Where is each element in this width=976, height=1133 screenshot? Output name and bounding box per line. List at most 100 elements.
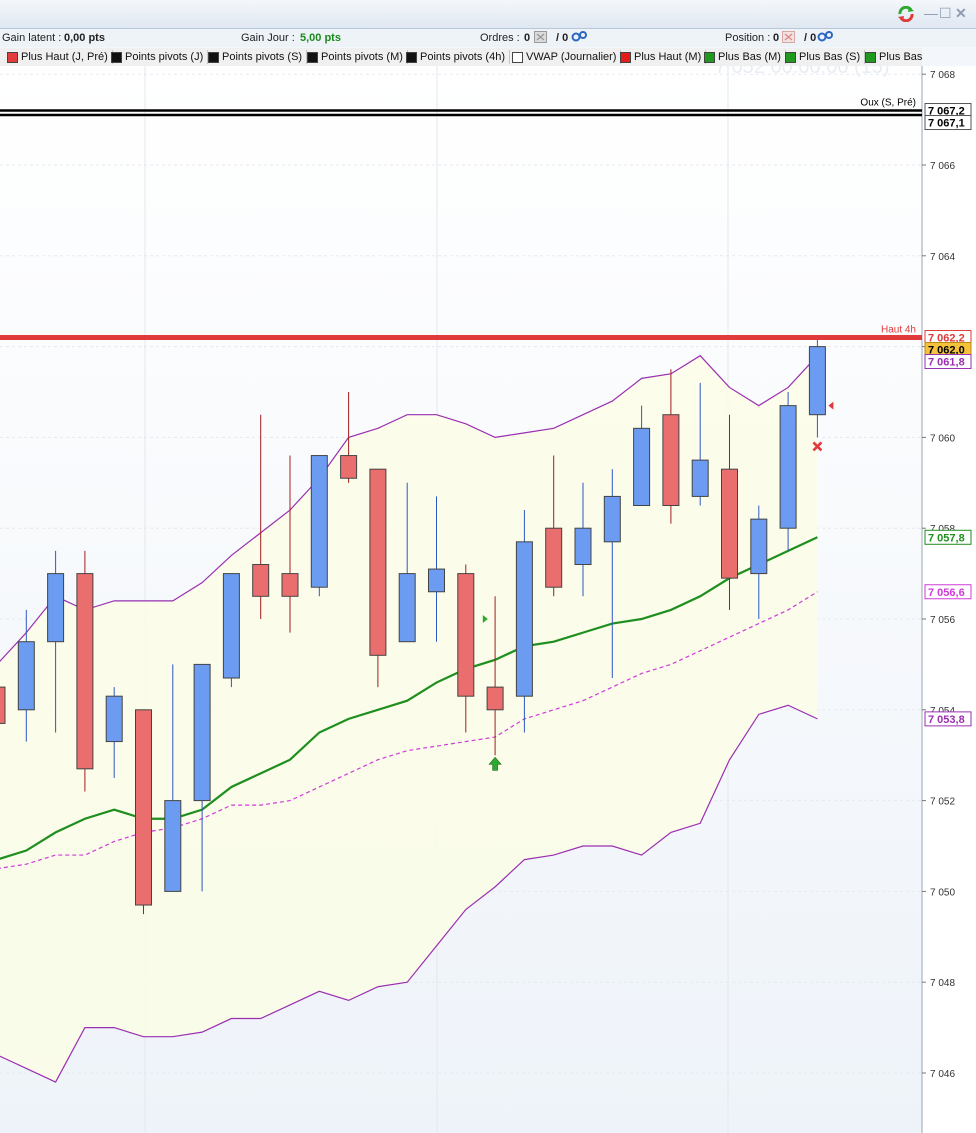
legend-label: Plus Haut (M) bbox=[634, 51, 702, 63]
price-tag-text: 7 062,0 bbox=[928, 345, 965, 357]
y-tick-label: 7 050 bbox=[930, 887, 955, 898]
legend-swatch bbox=[208, 51, 219, 63]
candle-body bbox=[691, 459, 709, 497]
right-arrow-icon bbox=[482, 615, 488, 623]
candle-body bbox=[252, 564, 270, 597]
window-titlebar: — ☐ ✕ bbox=[0, 0, 976, 29]
legend-item[interactable]: Plus Bas bbox=[862, 50, 922, 64]
indicator-legend: Plus Haut (J, Pré) Points pivots (J) Point… bbox=[0, 48, 922, 67]
left-arrow-icon bbox=[828, 401, 834, 410]
gain-latent-value: 0,00 pts bbox=[64, 32, 105, 44]
price-tag: 7 067,2 bbox=[924, 103, 972, 119]
legend-swatch bbox=[785, 51, 796, 63]
price-tag: 7 056,6 bbox=[924, 584, 972, 600]
legend-item[interactable]: Points pivots (4h) bbox=[403, 50, 510, 64]
legend-label: Plus Bas (S) bbox=[799, 51, 861, 63]
y-tick-label: 7 054 bbox=[930, 706, 955, 717]
legend-label: Points pivots (S) bbox=[222, 51, 303, 63]
close-icon[interactable]: ✕ bbox=[955, 5, 967, 21]
candle-body bbox=[398, 573, 416, 643]
legend-label: Points pivots (4h) bbox=[420, 51, 505, 63]
position-total: / 0 bbox=[804, 32, 817, 44]
candle-body bbox=[17, 641, 35, 711]
price-tag-box bbox=[924, 584, 972, 600]
y-axis-background bbox=[922, 66, 976, 1133]
price-tag-box bbox=[924, 115, 972, 131]
candle-body bbox=[515, 541, 533, 697]
close-position-icon[interactable] bbox=[782, 31, 795, 46]
candle-body bbox=[76, 573, 94, 770]
legend-swatch bbox=[111, 51, 122, 63]
legend-label: Plus Haut (J, Pré) bbox=[21, 51, 108, 63]
y-tick-label: 7 056 bbox=[930, 615, 955, 626]
cancel-orders-icon[interactable] bbox=[534, 31, 547, 46]
candle-body bbox=[574, 527, 592, 566]
legend-label: VWAP (Journalier) bbox=[526, 51, 617, 63]
moving-average-dashed-line bbox=[0, 591, 818, 869]
price-tag-text: 7 067,2 bbox=[928, 106, 965, 118]
upper-band-line bbox=[0, 354, 818, 663]
candle-body bbox=[603, 495, 621, 543]
candle-body bbox=[369, 468, 387, 656]
candle-body bbox=[808, 346, 826, 416]
y-tick-label: 7 066 bbox=[930, 161, 955, 172]
y-tick-label: 7 048 bbox=[930, 978, 955, 989]
price-tag-text: 7 056,6 bbox=[928, 587, 965, 599]
candle-body bbox=[222, 573, 240, 679]
gain-jour-label: Gain Jour : bbox=[241, 32, 295, 44]
legend-label: Points pivots (M) bbox=[321, 51, 403, 63]
legend-swatch bbox=[512, 51, 523, 63]
candle-body bbox=[281, 573, 299, 597]
legend-item[interactable]: Plus Bas (M) bbox=[701, 50, 786, 64]
ordres-label: Ordres : bbox=[480, 32, 520, 44]
legend-item[interactable]: Plus Haut (J, Pré) bbox=[4, 50, 113, 64]
candlestick-chart[interactable]: 7 046 7 048 7 050 7 052 7 054 7 056 7 058 7 060… bbox=[0, 66, 976, 1133]
legend-item[interactable]: Points pivots (J) bbox=[108, 50, 209, 64]
candle-body bbox=[340, 455, 358, 479]
candle-body bbox=[135, 709, 152, 906]
lower-band-line bbox=[0, 704, 818, 1083]
maximize-icon[interactable]: ☐ bbox=[939, 5, 952, 21]
legend-label: Points pivots (J) bbox=[125, 51, 204, 63]
minimize-icon[interactable]: — bbox=[924, 5, 938, 21]
legend-item[interactable]: Points pivots (M) bbox=[304, 50, 408, 64]
candle-body bbox=[633, 427, 651, 507]
position-settings-gear-icon[interactable] bbox=[816, 30, 834, 47]
candle-body bbox=[721, 468, 738, 579]
y-tick-label: 7 058 bbox=[930, 524, 955, 535]
refresh-icon[interactable] bbox=[897, 5, 915, 27]
y-tick-label: 7 060 bbox=[930, 433, 955, 444]
price-tag-text: 7 061,8 bbox=[928, 357, 965, 369]
orders-settings-gear-icon[interactable] bbox=[570, 30, 588, 47]
gain-jour-value: 5,00 pts bbox=[300, 32, 341, 44]
price-tag-text: 7 053,8 bbox=[928, 714, 965, 726]
stats-bar: Gain latent : 0,00 pts Gain Jour : 5,00 … bbox=[0, 29, 976, 47]
price-tag: 7 062,2 bbox=[924, 330, 972, 346]
candle-body bbox=[164, 800, 182, 892]
price-tag: 7 057,8 bbox=[924, 529, 972, 545]
legend-label: Plus Bas bbox=[879, 51, 922, 63]
ordres-value: 0 bbox=[524, 32, 531, 44]
legend-item[interactable]: Plus Haut (M) bbox=[617, 50, 707, 64]
price-tag: 7 062,0 bbox=[924, 342, 972, 358]
candle-body bbox=[662, 414, 680, 507]
legend-item[interactable]: VWAP (Journalier) bbox=[509, 50, 622, 64]
legend-swatch bbox=[7, 51, 18, 63]
legend-item[interactable]: Points pivots (S) bbox=[205, 50, 308, 64]
candle-body bbox=[750, 518, 768, 575]
candle-body bbox=[47, 573, 65, 643]
watermark-text: 7 052 00:00:00 (15) bbox=[715, 66, 890, 78]
candle-body bbox=[193, 663, 211, 802]
candle-body bbox=[486, 686, 504, 711]
price-tag-text: 7 057,8 bbox=[928, 532, 965, 544]
legend-item[interactable]: Plus Bas (S) bbox=[782, 50, 866, 64]
y-tick-label: 7 046 bbox=[930, 1069, 955, 1080]
gain-latent-label: Gain latent : bbox=[2, 32, 62, 44]
legend-label: Plus Bas (M) bbox=[718, 51, 781, 63]
price-tag: 7 053,8 bbox=[924, 711, 972, 727]
legend-swatch bbox=[307, 51, 318, 63]
level-label: Oux (S, Pré) bbox=[860, 98, 916, 109]
position-value: 0 bbox=[773, 32, 780, 44]
y-tick-label: 7 052 bbox=[930, 797, 955, 808]
buy-arrow-icon bbox=[488, 756, 502, 771]
